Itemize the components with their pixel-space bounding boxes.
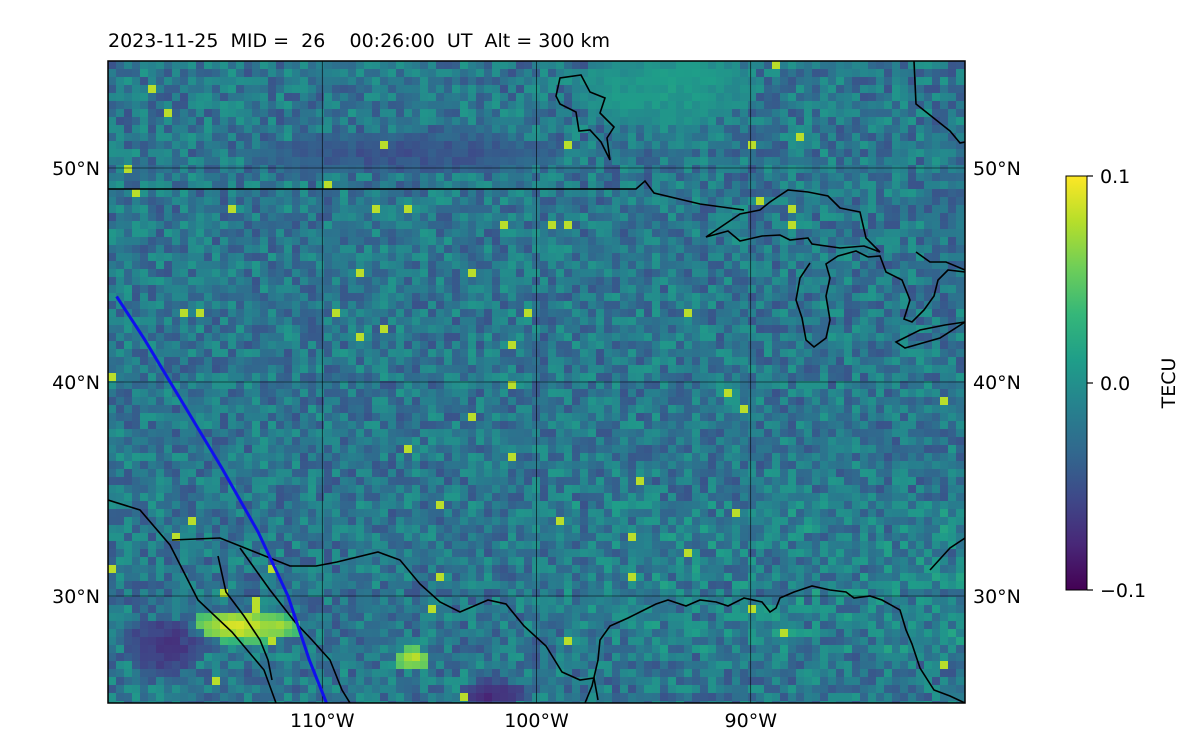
lon-tick-label: 110°W — [290, 710, 355, 732]
lake-huron — [867, 255, 965, 323]
axis-labels: 110°W 100°W 90°W 30°N 30°N 40°N 40°N 50°N 50°N — [52, 158, 1021, 732]
lake-superior — [705, 189, 881, 253]
lake-michigan — [795, 250, 869, 349]
lat-tick-label-left: 40°N — [52, 372, 100, 394]
gulf-of-california — [217, 555, 273, 681]
colorbar-tick-label: 0.0 — [1100, 373, 1130, 395]
coastlines — [108, 61, 965, 703]
lake-huron-east — [915, 251, 965, 271]
satellite-track — [115, 295, 328, 703]
baja-california — [108, 499, 277, 703]
colorbar-gradient — [1065, 175, 1088, 591]
northeast-coast — [913, 61, 965, 144]
florida-coast — [929, 537, 965, 571]
colorbar-tick-label: 0.1 — [1100, 166, 1130, 188]
map-title: 2023-11-25 MID = 26 00:26:00 UT Alt = 30… — [108, 30, 611, 52]
canada-us-border — [108, 179, 745, 211]
lat-tick-label-right: 30°N — [973, 586, 1021, 608]
lat-tick-label-right: 50°N — [973, 158, 1021, 180]
tec-field — [108, 61, 965, 703]
us-mexico-border — [171, 537, 599, 701]
lat-tick-label-right: 40°N — [973, 372, 1021, 394]
map-frame — [107, 60, 966, 704]
lat-tick-label-left: 50°N — [52, 158, 100, 180]
colorbar: 0.1 0.0 −0.1 TECU — [1065, 166, 1180, 602]
colorbar-ticks: 0.1 0.0 −0.1 — [1087, 166, 1146, 602]
gulf-coast — [584, 585, 965, 703]
mexico-west-coast — [239, 547, 351, 703]
colorbar-tick-label: −0.1 — [1100, 580, 1146, 602]
lon-tick-label: 100°W — [504, 710, 569, 732]
graticule — [108, 61, 965, 703]
lat-tick-label-left: 30°N — [52, 586, 100, 608]
hudson-bay-coast — [555, 74, 616, 161]
lon-tick-label: 90°W — [725, 710, 778, 732]
colorbar-label: TECU — [1158, 358, 1180, 410]
lake-erie — [894, 321, 965, 349]
